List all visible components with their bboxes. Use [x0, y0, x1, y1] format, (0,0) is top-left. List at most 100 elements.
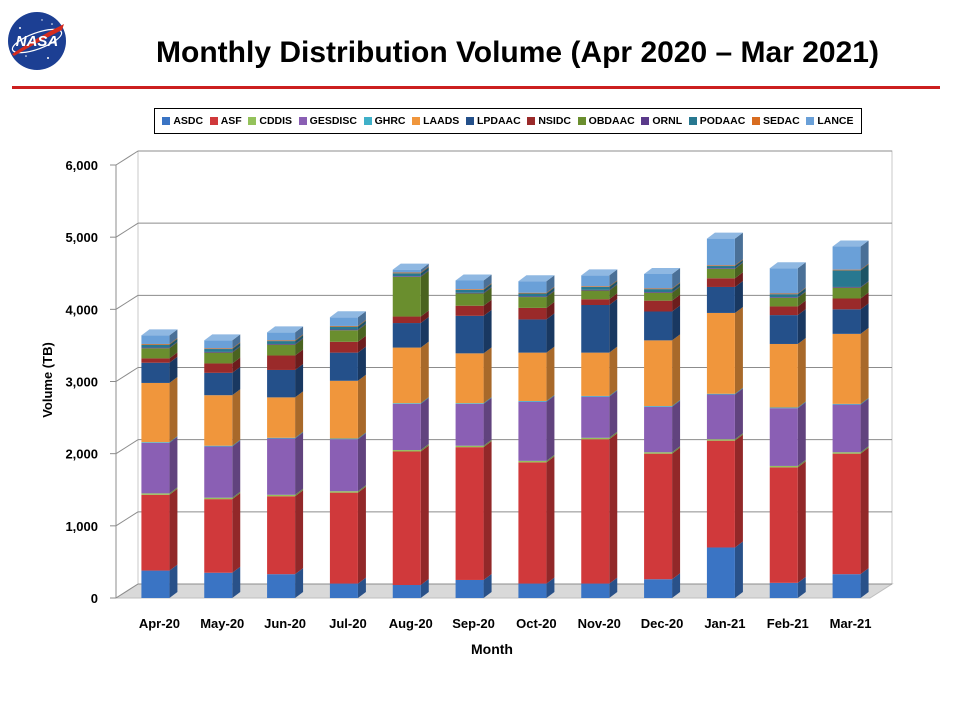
bar-segment-obdaac: [706, 268, 735, 279]
x-tick-label: Jun-20: [264, 616, 306, 631]
legend-label: GHRC: [374, 115, 406, 127]
bar-segment-side-cddis: [797, 459, 806, 468]
bar-segment-asdc: [644, 579, 673, 598]
bar-segment-side-nsidc: [546, 301, 555, 320]
bar-segment-side-nsidc: [483, 299, 492, 316]
bar-segment-lpdaac: [518, 319, 547, 353]
bar-segment-asdc: [204, 572, 233, 598]
bar-top-lance: [706, 232, 743, 239]
bar-segment-side-gesdisc: [860, 398, 869, 453]
legend-swatch: [577, 117, 586, 125]
nasa-logo-text: NASA: [16, 33, 59, 50]
bar-segment-side-obdaac: [232, 346, 241, 364]
bar-segment-sedac: [581, 286, 610, 287]
bar-segment-side-obdaac: [546, 291, 555, 308]
legend-swatch: [248, 117, 257, 125]
bar-segment-side-podaac: [420, 267, 429, 277]
title-divider: [12, 86, 940, 89]
bar-segment-side-nsidc: [232, 357, 241, 373]
bar-segment-side-obdaac: [672, 286, 681, 301]
bar-segment-side-lpdaac: [483, 309, 492, 354]
x-axis-title: Month: [471, 641, 513, 657]
bar-segment-lance: [141, 335, 170, 344]
bar-segment-lpdaac: [769, 315, 798, 344]
bar-segment-side-laads: [232, 389, 241, 446]
bar-segment-laads: [581, 352, 610, 396]
bar-segment-side-lpdaac: [546, 313, 555, 353]
bar-segment-side-asf: [420, 445, 429, 586]
bar-segment-asf: [581, 439, 610, 584]
bar-segment-side-nsidc: [420, 310, 429, 324]
bar-segment-side-asdc: [797, 576, 806, 598]
bar-segment-side-asf: [609, 433, 618, 584]
bar-segment-podaac: [769, 294, 798, 298]
bar-segment-side-cddis: [483, 439, 492, 448]
chart-legend: ASDC ASF CDDIS GESDISC GHRC LAADS LPDAAC NSIDC O…: [154, 108, 862, 134]
bar-segment-side-cddis: [295, 488, 304, 497]
bar-segment-nsidc: [769, 306, 798, 316]
legend-swatch: [162, 117, 171, 125]
bar-segment-sedac: [392, 272, 421, 274]
legend-item-cddis: CDDIS: [248, 115, 292, 127]
legend-item-laads: LAADS: [412, 115, 459, 127]
bar-segment-side-sedac: [483, 283, 492, 290]
bar-segment-lpdaac: [141, 362, 170, 383]
bar-segment-side-gesdisc: [295, 432, 304, 495]
bar-top-lance: [518, 275, 555, 282]
bar-segment-side-ghrc: [295, 431, 304, 439]
bar-segment-side-asdc: [169, 564, 178, 598]
bar-segment-side-ghrc: [609, 389, 618, 397]
bar-segment-side-sedac: [357, 319, 366, 327]
bar-segment-side-cddis: [672, 446, 681, 454]
bar-segment-side-laads: [420, 341, 429, 404]
y-tick-label: 1,000: [65, 519, 98, 534]
bar-segment-side-lpdaac: [295, 363, 304, 398]
legend-swatch: [209, 117, 218, 125]
x-tick-label: Apr-20: [139, 616, 180, 631]
bar-segment-nsidc: [267, 355, 296, 370]
bar-segment-side-cddis: [609, 431, 618, 440]
bar-segment-side-podaac: [295, 335, 304, 344]
bar-segment-gesdisc: [455, 403, 484, 446]
bar-segment-gesdisc: [267, 438, 296, 495]
legend-item-asdc: ASDC: [162, 115, 203, 127]
bar-segment-ornl: [769, 297, 798, 298]
legend-item-obdaac: OBDAAC: [577, 115, 635, 127]
bar-segment-gesdisc: [644, 406, 673, 453]
bar-segment-laads: [518, 352, 547, 401]
bar-segment-cddis: [141, 493, 170, 495]
bar-segment-side-ghrc: [420, 397, 429, 404]
bar-segment-ornl: [832, 286, 861, 288]
bar-segment-side-asf: [169, 488, 178, 571]
bar-segment-gesdisc: [706, 394, 735, 440]
bar-top-lance: [832, 240, 869, 247]
bar-segment-side-lance: [169, 329, 178, 344]
bar-segment-side-asdc: [232, 566, 241, 598]
bar-top-lance: [769, 262, 806, 269]
legend-swatch: [806, 117, 815, 125]
bar-segment-asdc: [141, 570, 170, 598]
bar-top-lance: [141, 329, 178, 336]
legend-swatch: [412, 117, 421, 125]
bar-segment-side-nsidc: [295, 349, 304, 370]
legend-item-sedac: SEDAC: [751, 115, 800, 127]
bar-segment-cddis: [455, 445, 484, 448]
bar-segment-side-sedac: [672, 282, 681, 290]
bar-segment-laads: [204, 395, 233, 446]
legend-item-lpdaac: LPDAAC: [465, 115, 521, 127]
bar-segment-ornl: [581, 289, 610, 291]
bar-segment-ornl: [204, 351, 233, 353]
bar-segment-sedac: [769, 293, 798, 295]
bar-segment-side-lance: [483, 274, 492, 290]
bar-segment-side-podaac: [546, 287, 555, 297]
bar-segment-side-asf: [357, 486, 366, 584]
bar-segment-podaac: [329, 326, 358, 330]
bar-segment-side-gesdisc: [797, 402, 806, 466]
bar-segment-lpdaac: [581, 305, 610, 353]
bar-segment-laads: [329, 380, 358, 439]
bar-segment-side-obdaac: [169, 342, 178, 359]
x-tick-label: Oct-20: [516, 616, 556, 631]
bar-segment-gesdisc: [518, 401, 547, 461]
bar-segment-side-sedac: [169, 337, 178, 345]
